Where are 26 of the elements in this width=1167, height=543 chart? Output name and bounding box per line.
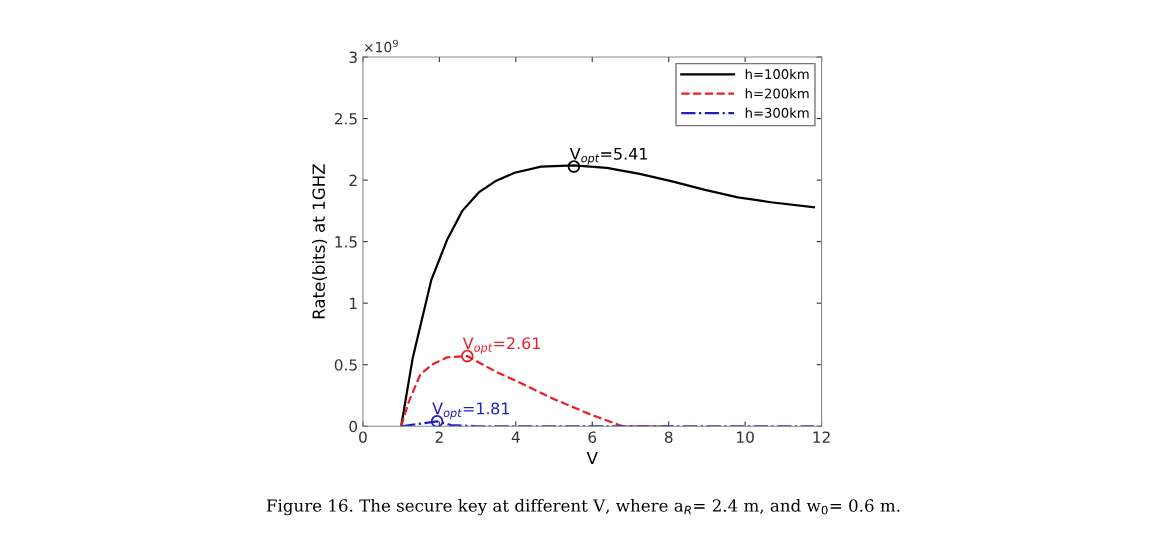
y-tick-label: 0 [349,420,358,433]
point [567,160,581,173]
x-tick-label: 12 [813,431,830,443]
legend-label: h=300km [745,107,809,118]
y-tick-label: 2.5 [334,113,357,125]
x-tick-label: 4 [511,431,520,443]
x-tick-label: 10 [737,431,754,443]
x-tick-label: 6 [588,431,597,443]
y-tick-label: 1.5 [335,236,357,248]
caption: Figure 16. The secure key at different V, where a$_{R}$= 2.4 m, and w$_{0}$= 0.6 m. [266,498,900,516]
text: ×10$^{9}$ [364,39,398,53]
x-tick-label: 8 [664,431,673,443]
x-tick-label: 0 [359,431,367,443]
y-tick-label: 0.5 [334,359,357,371]
point [430,415,444,427]
x-axis-title: V [586,451,598,465]
annotation: V$_{opt}$=2.61 [462,337,540,354]
legend-label: h=100km [745,68,809,80]
annotation: V$_{opt}$=5.41 [569,147,648,165]
annotation: V$_{opt}$=1.81 [432,402,509,420]
x-tick-label: 2 [435,431,443,443]
y-tick-label: 3 [349,51,357,64]
y-axis-title: Rate(bits) at 1GHZ [312,164,327,319]
y-tick-label: 2 [349,174,357,186]
legend-label: h=200km [745,88,809,99]
y-tick-label: 1 [350,297,357,309]
